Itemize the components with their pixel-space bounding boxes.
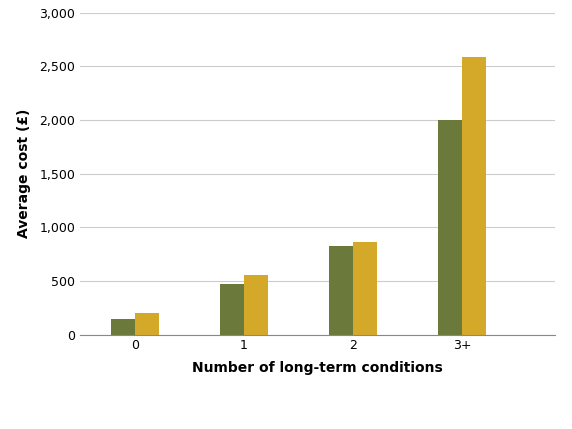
Bar — [134, 313, 158, 335]
Bar — [110, 318, 134, 335]
Bar — [438, 120, 462, 335]
Bar — [220, 284, 244, 335]
Bar — [353, 242, 377, 335]
Bar — [329, 246, 353, 335]
Bar — [462, 57, 486, 335]
X-axis label: Number of long-term conditions: Number of long-term conditions — [192, 361, 443, 375]
Y-axis label: Average cost (£): Average cost (£) — [17, 109, 31, 239]
Bar — [244, 275, 268, 335]
